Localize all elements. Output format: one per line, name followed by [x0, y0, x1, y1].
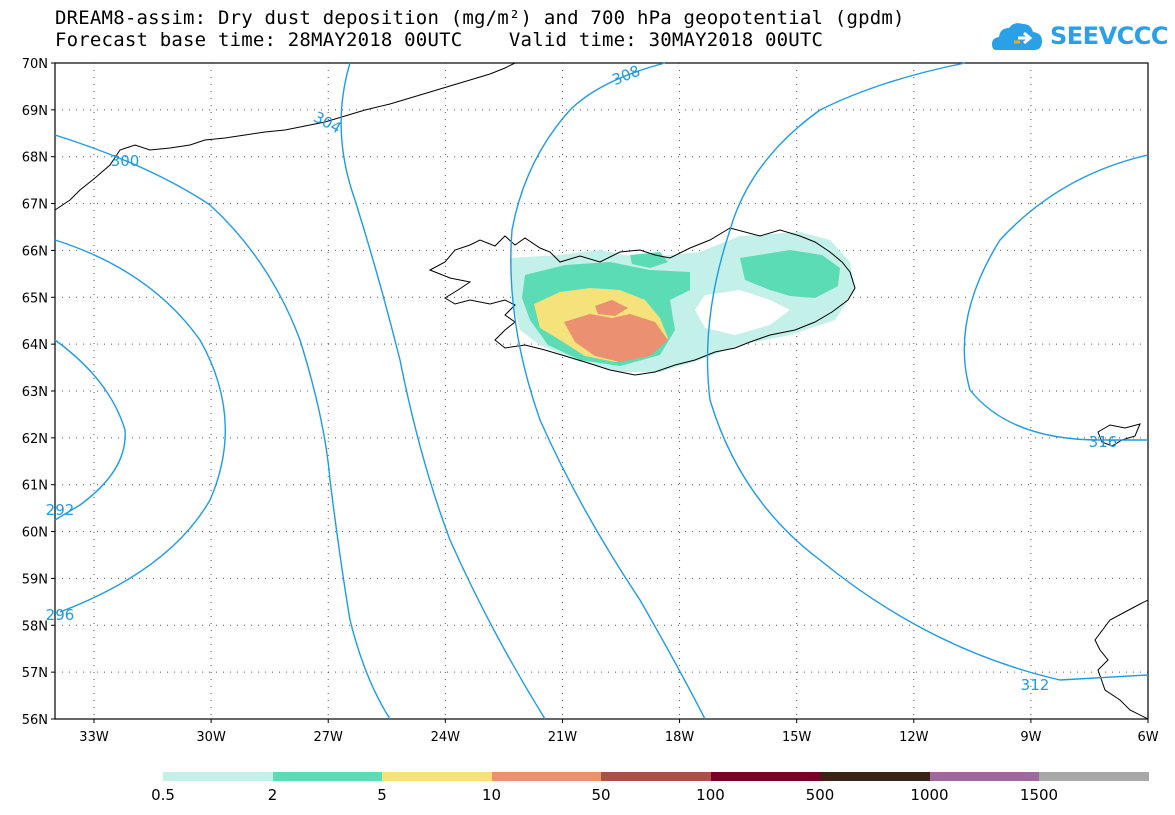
- lat-label: 65N: [22, 291, 48, 306]
- contour-label-312: 312: [1021, 676, 1050, 694]
- title-line-2: Forecast base time: 28MAY2018 00UTC Vali…: [55, 29, 824, 51]
- lat-label: 56N: [22, 713, 48, 728]
- contour-label-308: 308: [609, 62, 642, 89]
- dust-area-2b: [740, 250, 840, 298]
- contour-label-304: 304: [310, 108, 344, 137]
- lat-label: 62N: [22, 432, 48, 447]
- legend-swatch: [1039, 772, 1149, 781]
- lat-label: 70N: [22, 57, 48, 72]
- contour-label-300: 300: [111, 152, 140, 170]
- legend-swatch: [163, 772, 273, 781]
- legend-label: 100: [696, 786, 725, 804]
- legend-label: 1500: [1019, 786, 1059, 804]
- contour-300: [54, 134, 391, 720]
- lon-label: 27W: [314, 730, 344, 745]
- contour-label-316: 316: [1089, 433, 1118, 451]
- contour-292: [54, 339, 126, 521]
- lat-label: 66N: [22, 244, 48, 259]
- lon-label: 6W: [1137, 730, 1158, 745]
- legend-label: 1000: [910, 786, 949, 804]
- lat-label: 61N: [22, 479, 48, 494]
- contour-308: [510, 62, 706, 720]
- legend-swatch: [601, 772, 711, 781]
- lat-label: 68N: [22, 151, 48, 166]
- lon-label: 18W: [665, 730, 695, 745]
- legend-label: 5: [377, 786, 387, 804]
- contour-labels: 300 304 308 292 296 312 316: [46, 62, 1118, 694]
- title-line-1: DREAM8-assim: Dry dust deposition (mg/m²…: [55, 7, 905, 29]
- legend-swatch: [491, 772, 601, 781]
- dust-area-10b: [595, 300, 628, 316]
- lat-label: 58N: [22, 619, 48, 634]
- legend-swatch: [929, 772, 1039, 781]
- lat-label: 63N: [22, 385, 48, 400]
- coastline: [54, 62, 1149, 720]
- legend-swatch: [710, 772, 820, 781]
- legend-label: 2: [267, 786, 278, 804]
- faroe-islands-coast: [1097, 423, 1141, 447]
- contour-316: [963, 154, 1149, 441]
- logo-text: SEEVCCC: [1050, 22, 1169, 50]
- contour-304: [340, 62, 546, 720]
- legend-label: 10: [481, 786, 502, 804]
- lat-label: 64N: [22, 338, 48, 353]
- legend-swatch: [820, 772, 930, 781]
- legend-label: 500: [805, 786, 835, 804]
- lon-label: 30W: [196, 730, 226, 745]
- dust-area-10: [564, 314, 668, 362]
- lon-label: 33W: [79, 730, 109, 745]
- legend-swatch: [272, 772, 382, 781]
- lat-label: 57N: [22, 666, 48, 681]
- contour-label-296: 296: [46, 606, 75, 624]
- lon-label: 21W: [548, 730, 578, 745]
- legend-swatch: [382, 772, 492, 781]
- greenland-coast: [54, 62, 516, 211]
- axis-labels: 70N 69N 68N 67N 66N 65N 64N 63N 62N 61N 60N 59N 58N 5…: [22, 57, 1159, 745]
- iceland-coast: [428, 227, 856, 376]
- lon-label: 9W: [1020, 730, 1041, 745]
- contour-296: [54, 239, 227, 613]
- lon-label: 24W: [431, 730, 461, 745]
- lat-label: 67N: [22, 198, 48, 213]
- lat-label: 59N: [22, 572, 48, 587]
- cloud-icon: [992, 23, 1042, 50]
- legend-label: 50: [591, 786, 611, 804]
- lon-label: 12W: [899, 730, 929, 745]
- contour-312: [706, 62, 1149, 681]
- graticule: [55, 63, 1148, 719]
- no-deposition-area: [695, 290, 790, 335]
- legend-colorbar: [163, 772, 1149, 781]
- legend-label: 0.5: [151, 786, 175, 804]
- scotland-coast: [1094, 599, 1149, 720]
- geopotential-contours: [54, 62, 1149, 720]
- contour-label-292: 292: [46, 501, 75, 519]
- lat-label: 69N: [22, 104, 48, 119]
- lat-label: 60N: [22, 526, 48, 541]
- lon-label: 15W: [782, 730, 812, 745]
- dust-deposition-shading: [510, 232, 855, 372]
